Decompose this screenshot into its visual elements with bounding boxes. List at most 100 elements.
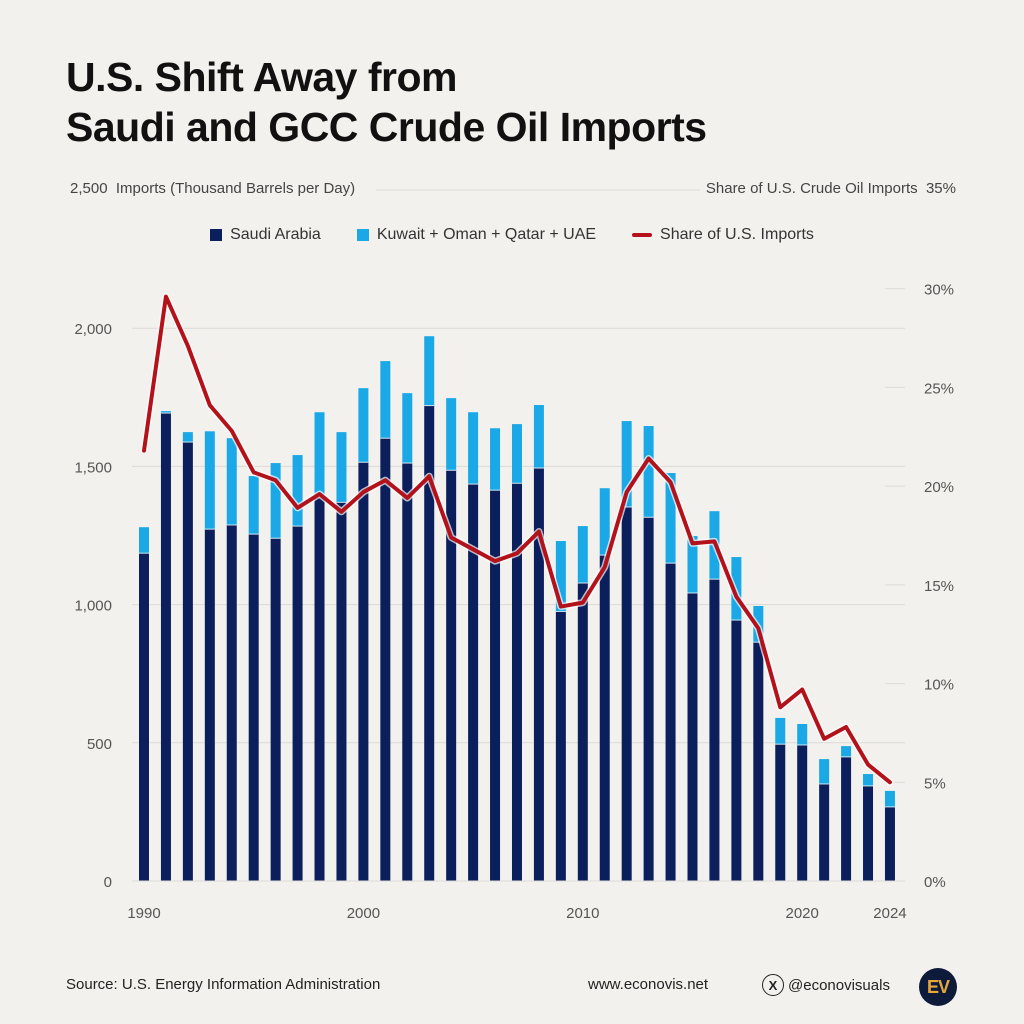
x-tick-label: 2010 — [566, 905, 599, 922]
bar-saudi-2024 — [884, 806, 895, 881]
legend-label-gcc: Kuwait + Oman + Qatar + UAE — [376, 226, 597, 243]
bar-saudi-2007 — [511, 483, 522, 881]
bar-gcc-1993 — [204, 431, 215, 530]
right-tick-label: 20% — [924, 479, 954, 496]
legend-item-gcc: Kuwait + Oman + Qatar + UAE — [356, 226, 597, 244]
bar-saudi-2001 — [380, 438, 391, 881]
bar-gcc-2024 — [884, 790, 895, 807]
bar-saudi-2000 — [358, 462, 369, 881]
chart-title-line-1: U.S. Shift Away from — [66, 54, 457, 100]
bar-gcc-2008 — [533, 405, 544, 469]
legend-label-share: Share of U.S. Imports — [660, 226, 814, 243]
left-axis-header: 2,500 Imports (Thousand Barrels per Day) — [70, 180, 355, 197]
bar-gcc-2001 — [380, 361, 391, 439]
bar-gcc-1999 — [336, 432, 347, 503]
bar-saudi-2022 — [841, 756, 852, 881]
source-note: Source: U.S. Energy Information Administ… — [66, 976, 381, 993]
right-tick-label: 15% — [924, 578, 954, 595]
bar-gcc-2013 — [643, 426, 654, 518]
left-tick-label: 2,000 — [74, 321, 112, 338]
bar-gcc-2011 — [599, 488, 610, 556]
left-axis-max-label: 2,500 — [70, 180, 108, 197]
bar-gcc-2020 — [797, 724, 808, 746]
econovis-logo-icon: EV — [919, 968, 957, 1006]
share-line-group — [140, 293, 894, 786]
left-axis-title: Imports (Thousand Barrels per Day) — [115, 180, 356, 197]
bar-gcc-2005 — [468, 412, 479, 485]
chart-title-line-2: Saudi and GCC Crude Oil Imports — [66, 104, 707, 150]
bar-saudi-1991 — [160, 413, 171, 881]
bar-gcc-2004 — [446, 398, 457, 471]
bar-gcc-2021 — [819, 759, 830, 784]
social-handle[interactable]: X @econovisuals — [762, 974, 890, 996]
bar-saudi-2014 — [665, 563, 676, 881]
bar-gcc-2002 — [402, 393, 413, 464]
bar-gcc-1998 — [314, 412, 325, 497]
bar-saudi-2016 — [709, 579, 720, 881]
left-tick-label: 1,500 — [74, 459, 112, 476]
bar-saudi-1994 — [226, 524, 237, 881]
bar-saudi-2004 — [446, 470, 457, 881]
bar-gcc-2000 — [358, 388, 369, 463]
x-tick-label: 2000 — [347, 905, 380, 922]
x-tick-label: 1990 — [127, 905, 160, 922]
bar-saudi-1998 — [314, 496, 325, 881]
bar-gcc-1995 — [248, 476, 259, 535]
bar-saudi-1996 — [270, 538, 281, 881]
bar-saudi-1993 — [204, 529, 215, 881]
right-axis-title: Share of U.S. Crude Oil Imports — [705, 180, 918, 197]
bar-saudi-1999 — [336, 502, 347, 881]
bar-saudi-2019 — [775, 744, 786, 881]
bar-saudi-1997 — [292, 526, 303, 881]
bar-saudi-2018 — [753, 642, 764, 881]
right-axis-max-label: 35% — [925, 180, 956, 197]
bar-gcc-1990 — [139, 527, 149, 554]
bar-saudi-2015 — [687, 592, 698, 881]
x-tick-label: 2024 — [873, 905, 906, 922]
bar-gcc-2019 — [775, 717, 786, 745]
bar-gcc-2014 — [665, 473, 676, 564]
right-tick-label: 5% — [924, 775, 946, 792]
left-tick-label: 1,000 — [74, 598, 112, 615]
legend-item-share: Share of U.S. Imports — [632, 226, 814, 244]
x-tick-label: 2020 — [786, 905, 819, 922]
bar-saudi-2008 — [533, 468, 544, 881]
legend-swatch-gcc — [356, 229, 369, 241]
bar-gcc-1997 — [292, 455, 303, 527]
bar-gcc-2007 — [511, 424, 522, 484]
bar-gcc-1994 — [226, 438, 237, 525]
left-axis-ticks: 0 500 1,000 1,500 2,000 — [74, 321, 112, 891]
bar-saudi-2012 — [621, 507, 632, 881]
bar-gcc-2012 — [621, 421, 632, 508]
bar-gcc-2015 — [687, 536, 698, 593]
website-link[interactable]: www.econovis.net — [588, 976, 709, 993]
bar-saudi-2005 — [468, 484, 479, 881]
bar-saudi-2011 — [599, 555, 610, 881]
bars — [139, 336, 895, 881]
right-tick-label: 25% — [924, 380, 954, 397]
bar-saudi-1995 — [248, 534, 259, 881]
left-tick-label: 500 — [87, 736, 112, 753]
bar-saudi-2009 — [555, 611, 566, 881]
right-axis-header: Share of U.S. Crude Oil Imports 35% — [706, 180, 956, 197]
bar-gcc-2023 — [863, 774, 874, 786]
bar-saudi-2021 — [819, 783, 830, 881]
bar-saudi-2006 — [490, 490, 501, 881]
bar-gcc-1992 — [182, 432, 193, 443]
bar-gcc-2009 — [555, 541, 566, 612]
bar-saudi-1990 — [139, 553, 149, 881]
bar-saudi-2023 — [863, 785, 874, 881]
bar-saudi-1992 — [182, 442, 193, 881]
chart-title: U.S. Shift Away from Saudi and GCC Crude… — [66, 52, 707, 152]
right-tick-label: 10% — [924, 677, 954, 694]
legend-label-saudi: Saudi Arabia — [230, 226, 321, 243]
bar-saudi-2010 — [577, 583, 588, 881]
bar-gcc-2006 — [490, 428, 501, 491]
bar-saudi-2013 — [643, 517, 654, 881]
legend-swatch-saudi — [210, 229, 223, 241]
bar-saudi-2003 — [424, 405, 435, 881]
right-axis-ticks: 0% 5% 10% 15% 20% 25% 30% — [924, 282, 954, 891]
left-tick-label: 0 — [104, 874, 112, 891]
right-tick-label: 0% — [924, 874, 946, 891]
